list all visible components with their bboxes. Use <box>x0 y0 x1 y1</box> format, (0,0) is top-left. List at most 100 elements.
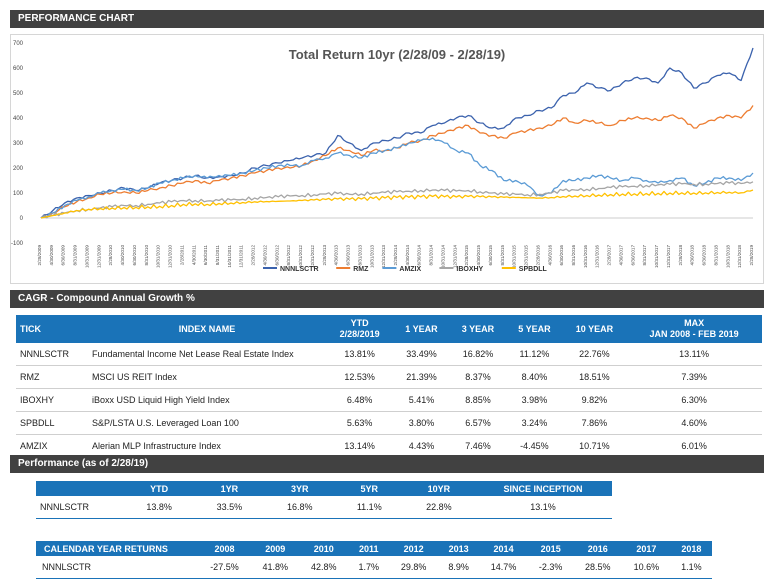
x-tick-label: 4/30/2016 <box>547 245 552 266</box>
x-tick-label: 2/28/2019 <box>749 245 754 266</box>
x-tick-label: 10/31/2011 <box>227 245 232 268</box>
perf-val-ytd: 13.8% <box>124 496 195 519</box>
x-tick-label: 2/28/2009 <box>37 245 42 266</box>
cal-year-header: 2013 <box>437 541 480 556</box>
cal-year-value: 14.7% <box>479 556 528 579</box>
row-value: 6.30% <box>626 388 762 412</box>
series-line-rmz <box>40 105 754 219</box>
row-value: 5.63% <box>326 411 394 435</box>
perf-col-5yr: 5YR <box>334 481 404 496</box>
cal-year-value: 1.7% <box>348 556 390 579</box>
col-1yr: 1 YEAR <box>393 315 450 343</box>
cal-year-value: 8.9% <box>437 556 480 579</box>
performance-header: Performance (as of 2/28/19) <box>10 455 764 473</box>
performance-chart-header: PERFORMANCE CHART <box>10 10 764 28</box>
y-tick-label: 400 <box>13 116 24 122</box>
row-value: 8.37% <box>449 365 507 389</box>
legend-label: SPBDLL <box>519 266 548 273</box>
perf-col-inception: SINCE INCEPTION <box>474 481 612 496</box>
col-10yr: 10 YEAR <box>562 315 627 343</box>
table-row: RMZ MSCI US REIT Index 12.53% 21.39% 8.37% 8.… <box>16 365 762 389</box>
x-tick-label: 4/30/2011 <box>191 245 196 266</box>
x-tick-label: 6/30/2011 <box>203 245 208 266</box>
y-tick-label: 700 <box>13 41 24 47</box>
cal-year-header: 2012 <box>389 541 438 556</box>
cal-year-value: 29.8% <box>389 556 438 579</box>
cal-year-header: 2011 <box>348 541 390 556</box>
performance-table: YTD 1YR 3YR 5YR 10YR SINCE INCEPTION NNN… <box>36 481 612 519</box>
perf-val-5yr: 11.1% <box>334 496 404 519</box>
row-value: 12.53% <box>326 365 394 389</box>
legend-label: IBOXHY <box>456 266 483 273</box>
x-tick-label: 12/31/2011 <box>239 245 244 268</box>
table-row: SPBDLL S&P/LSTA U.S. Leveraged Loan 100 5.… <box>16 411 762 435</box>
x-tick-label: 4/30/2015 <box>476 245 481 266</box>
x-tick-label: 8/31/2014 <box>429 245 434 266</box>
legend-label: AMZIX <box>399 266 421 273</box>
x-tick-label: 2/28/2013 <box>322 245 327 266</box>
perf-tick: NNNLSCTR <box>36 496 124 519</box>
row-index-name: S&P/LSTA U.S. Leveraged Loan 100 <box>88 411 326 435</box>
row-value: 5.41% <box>393 388 450 412</box>
row-value: 18.51% <box>562 365 627 389</box>
row-value: 3.80% <box>393 411 450 435</box>
table-row: IBOXHY iBoxx USD Liquid High Yield Index 6… <box>16 388 762 412</box>
y-tick-label: 300 <box>13 141 24 147</box>
row-value: 6.57% <box>449 411 507 435</box>
cal-year-value: 10.6% <box>622 556 671 579</box>
row-value: 3.24% <box>506 411 563 435</box>
cal-year-header: 2014 <box>479 541 528 556</box>
row-value: 13.11% <box>626 343 762 366</box>
legend-label: NNNLSCTR <box>280 266 319 273</box>
x-tick-label: 2/28/2014 <box>393 245 398 266</box>
x-tick-label: 4/30/2017 <box>618 245 623 266</box>
row-value: 9.82% <box>562 388 627 412</box>
cal-year-value: 28.5% <box>573 556 623 579</box>
x-tick-label: 2/28/2016 <box>535 245 540 266</box>
x-tick-label: 10/31/2018 <box>725 245 730 268</box>
row-tick: RMZ <box>16 365 88 389</box>
x-tick-label: 8/31/2016 <box>571 245 576 266</box>
x-tick-label: 10/31/2013 <box>369 245 374 268</box>
x-tick-label: 12/31/2009 <box>96 245 101 268</box>
row-value: 16.82% <box>449 343 507 366</box>
cal-year-header: 2018 <box>670 541 712 556</box>
cagr-header: CAGR - Compound Annual Growth % <box>10 290 764 308</box>
row-index-name: iBoxx USD Liquid High Yield Index <box>88 388 326 412</box>
col-index-name: INDEX NAME <box>88 315 326 343</box>
cal-year-value: 1.1% <box>670 556 712 579</box>
col-ytd: YTD 2/28/2019 <box>326 315 394 343</box>
row-tick: SPBDLL <box>16 411 88 435</box>
perf-val-1yr: 33.5% <box>194 496 265 519</box>
x-tick-label: 6/30/2009 <box>61 245 66 266</box>
x-tick-label: 6/30/2013 <box>346 245 351 266</box>
x-tick-label: 6/30/2012 <box>274 245 279 266</box>
x-tick-label: 4/30/2012 <box>262 245 267 266</box>
x-tick-label: 10/31/2015 <box>512 245 517 268</box>
y-tick-label: 200 <box>13 166 24 172</box>
row-tick: NNNLSCTR <box>16 343 88 366</box>
x-tick-label: 12/31/2017 <box>666 245 671 268</box>
x-tick-label: 6/30/2014 <box>417 245 422 266</box>
x-tick-label: 10/31/2009 <box>84 245 89 268</box>
perf-col-ytd: YTD <box>124 481 195 496</box>
x-tick-label: 12/31/2015 <box>524 245 529 268</box>
chart-panel: Total Return 10yr (2/28/09 - 2/28/19) -10… <box>10 34 764 284</box>
row-value: 7.39% <box>626 365 762 389</box>
x-tick-label: 12/31/2010 <box>168 245 173 268</box>
row-value: 21.39% <box>393 365 450 389</box>
cagr-table: TICK INDEX NAME YTD 2/28/2019 1 YEAR 3 YE… <box>16 315 762 458</box>
table-row: NNNLSCTR -27.5% 41.8% 42.8% 1.7% 29.8% 8.9% 14… <box>36 556 712 579</box>
x-tick-label: 4/30/2009 <box>49 245 54 266</box>
cal-year-value: -2.3% <box>527 556 574 579</box>
legend-label: RMZ <box>353 266 369 273</box>
x-tick-label: 4/30/2010 <box>120 245 125 266</box>
x-tick-label: 12/31/2018 <box>737 245 742 268</box>
cal-tick: NNNLSCTR <box>36 556 198 579</box>
x-tick-label: 12/31/2013 <box>381 245 386 268</box>
y-tick-label: 600 <box>13 66 24 72</box>
x-tick-label: 8/31/2011 <box>215 245 220 266</box>
cal-year-header: 2016 <box>573 541 623 556</box>
col-3yr: 3 YEAR <box>449 315 507 343</box>
row-value: 6.48% <box>326 388 394 412</box>
